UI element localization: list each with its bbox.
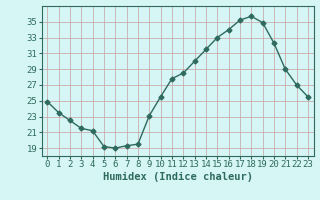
X-axis label: Humidex (Indice chaleur): Humidex (Indice chaleur) [103,172,252,182]
